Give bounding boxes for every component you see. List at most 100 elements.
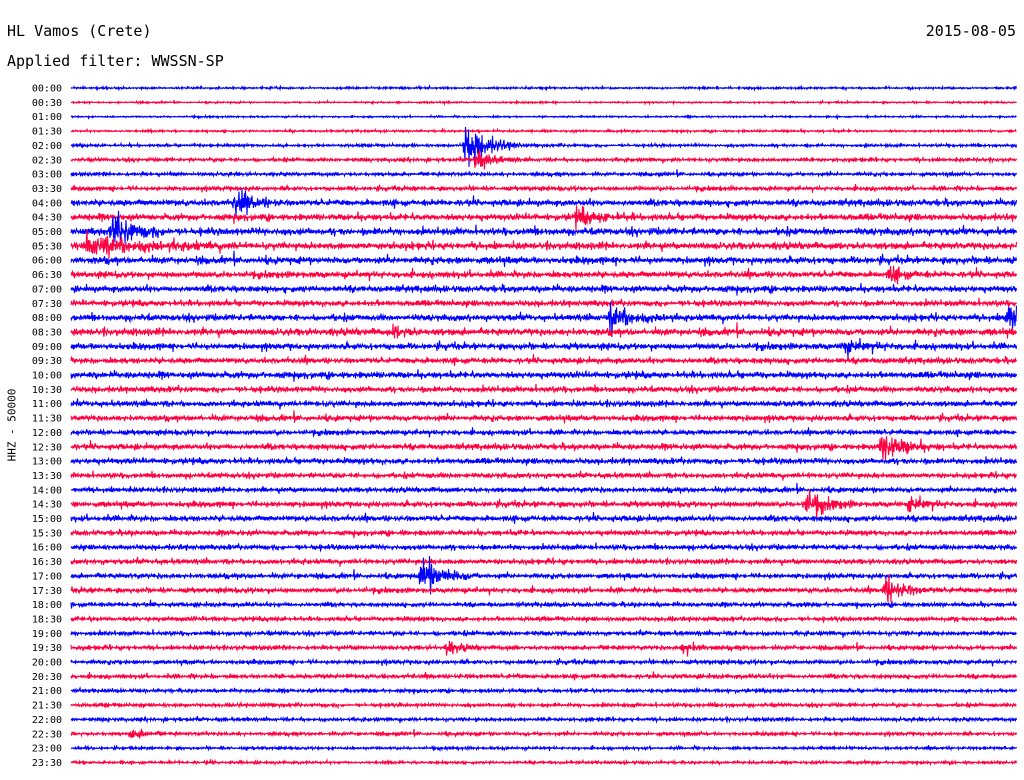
row-time-label: 14:30 [32, 500, 62, 511]
row-time-label: 06:00 [32, 256, 62, 267]
trace-row [70, 728, 1018, 740]
trace-row [70, 555, 1018, 595]
trace-row [70, 397, 1018, 410]
row-time-label: 14:00 [32, 485, 62, 496]
row-time-label: 15:30 [32, 528, 62, 539]
row-time-label: 21:30 [32, 701, 62, 712]
trace-row [70, 700, 1017, 710]
trace-row [70, 511, 1018, 524]
trace-row [70, 628, 1017, 638]
trace-row [70, 671, 1018, 681]
row-time-label: 03:00 [32, 170, 62, 181]
trace-row [70, 126, 1018, 167]
row-time-label: 05:00 [32, 227, 62, 238]
row-time-label: 17:30 [32, 586, 62, 597]
trace-row [70, 427, 1017, 438]
trace-row [70, 250, 1018, 267]
trace-row [70, 205, 1018, 231]
row-time-label: 01:00 [32, 112, 62, 123]
trace-row [70, 574, 1018, 603]
trace-row [70, 383, 1018, 395]
trace-row [70, 297, 1017, 308]
row-time-label: 00:00 [32, 84, 62, 95]
row-time-label: 20:30 [32, 672, 62, 683]
row-time-label: 13:30 [32, 471, 62, 482]
row-time-label: 08:00 [32, 313, 62, 324]
trace-row [70, 470, 1018, 481]
trace-row [70, 210, 1018, 246]
trace-row [70, 169, 1018, 179]
trace-row [70, 337, 1018, 358]
trace-row [70, 83, 1018, 92]
trace-row [70, 483, 1017, 495]
trace-row [70, 149, 1018, 170]
row-time-label: 02:30 [32, 155, 62, 166]
trace-row [70, 455, 1018, 466]
row-time-label: 16:00 [32, 543, 62, 554]
row-time-label: 02:00 [32, 141, 62, 152]
row-time-label: 18:30 [32, 614, 62, 625]
trace-row [70, 113, 1017, 121]
row-time-label: 17:00 [32, 571, 62, 582]
trace-row [70, 369, 1018, 382]
seismic-traces [70, 83, 1018, 767]
trace-row [70, 436, 1018, 460]
trace-row [70, 657, 1018, 667]
row-time-label: 19:30 [32, 643, 62, 654]
row-time-label: 01:30 [32, 127, 62, 138]
trace-row [70, 542, 1018, 553]
row-time-label: 00:30 [32, 98, 62, 109]
trace-row [70, 715, 1018, 724]
row-time-label: 04:30 [32, 213, 62, 224]
row-time-label: 07:00 [32, 284, 62, 295]
row-time-label: 23:30 [32, 758, 62, 769]
trace-row [70, 599, 1018, 610]
row-time-label: 22:30 [32, 729, 62, 740]
row-time-label: 22:00 [32, 715, 62, 726]
trace-row [70, 183, 1018, 194]
row-time-label: 12:30 [32, 442, 62, 453]
station-title: HL Vamos (Crete) [7, 22, 152, 40]
filter-label: Applied filter: WWSSN-SP [7, 52, 224, 70]
row-time-label: 05:30 [32, 241, 62, 252]
row-time-label: 06:30 [32, 270, 62, 281]
trace-row [70, 528, 1017, 539]
trace-row [70, 322, 1018, 339]
trace-row [70, 556, 1018, 567]
row-time-label: 19:00 [32, 629, 62, 640]
row-time-label: 20:00 [32, 658, 62, 669]
trace-row [70, 283, 1018, 296]
trace-row [70, 614, 1018, 624]
trace-row [70, 265, 1018, 285]
trace-row [70, 354, 1018, 366]
trace-row [70, 98, 1017, 106]
row-time-label: 03:30 [32, 184, 62, 195]
date-label: 2015-08-05 [925, 22, 1016, 40]
trace-row [70, 686, 1018, 695]
row-time-label: 13:00 [32, 457, 62, 468]
row-time-label: 16:30 [32, 557, 62, 568]
row-time-label: 18:00 [32, 600, 62, 611]
row-time-labels: 00:00 00:30 01:00 01:30 02:00 02:30 03:00 03:30… [32, 84, 62, 769]
row-time-label: 09:30 [32, 356, 62, 367]
row-time-label: 10:30 [32, 385, 62, 396]
trace-row [70, 229, 1018, 259]
row-time-label: 21:00 [32, 686, 62, 697]
trace-row [70, 127, 1017, 135]
trace-row [70, 743, 1017, 753]
row-time-label: 04:00 [32, 198, 62, 209]
row-time-label: 09:00 [32, 342, 62, 353]
row-time-label: 12:00 [32, 428, 62, 439]
trace-row [70, 410, 1018, 424]
row-time-label: 08:30 [32, 327, 62, 338]
trace-row [70, 489, 1018, 519]
row-time-label: 23:00 [32, 744, 62, 755]
row-time-label: 07:30 [32, 299, 62, 310]
row-time-label: 10:00 [32, 371, 62, 382]
trace-row [70, 188, 1018, 216]
row-time-label: 11:00 [32, 399, 62, 410]
trace-row [70, 301, 1018, 337]
trace-row [70, 758, 1018, 767]
row-time-label: 15:00 [32, 514, 62, 525]
